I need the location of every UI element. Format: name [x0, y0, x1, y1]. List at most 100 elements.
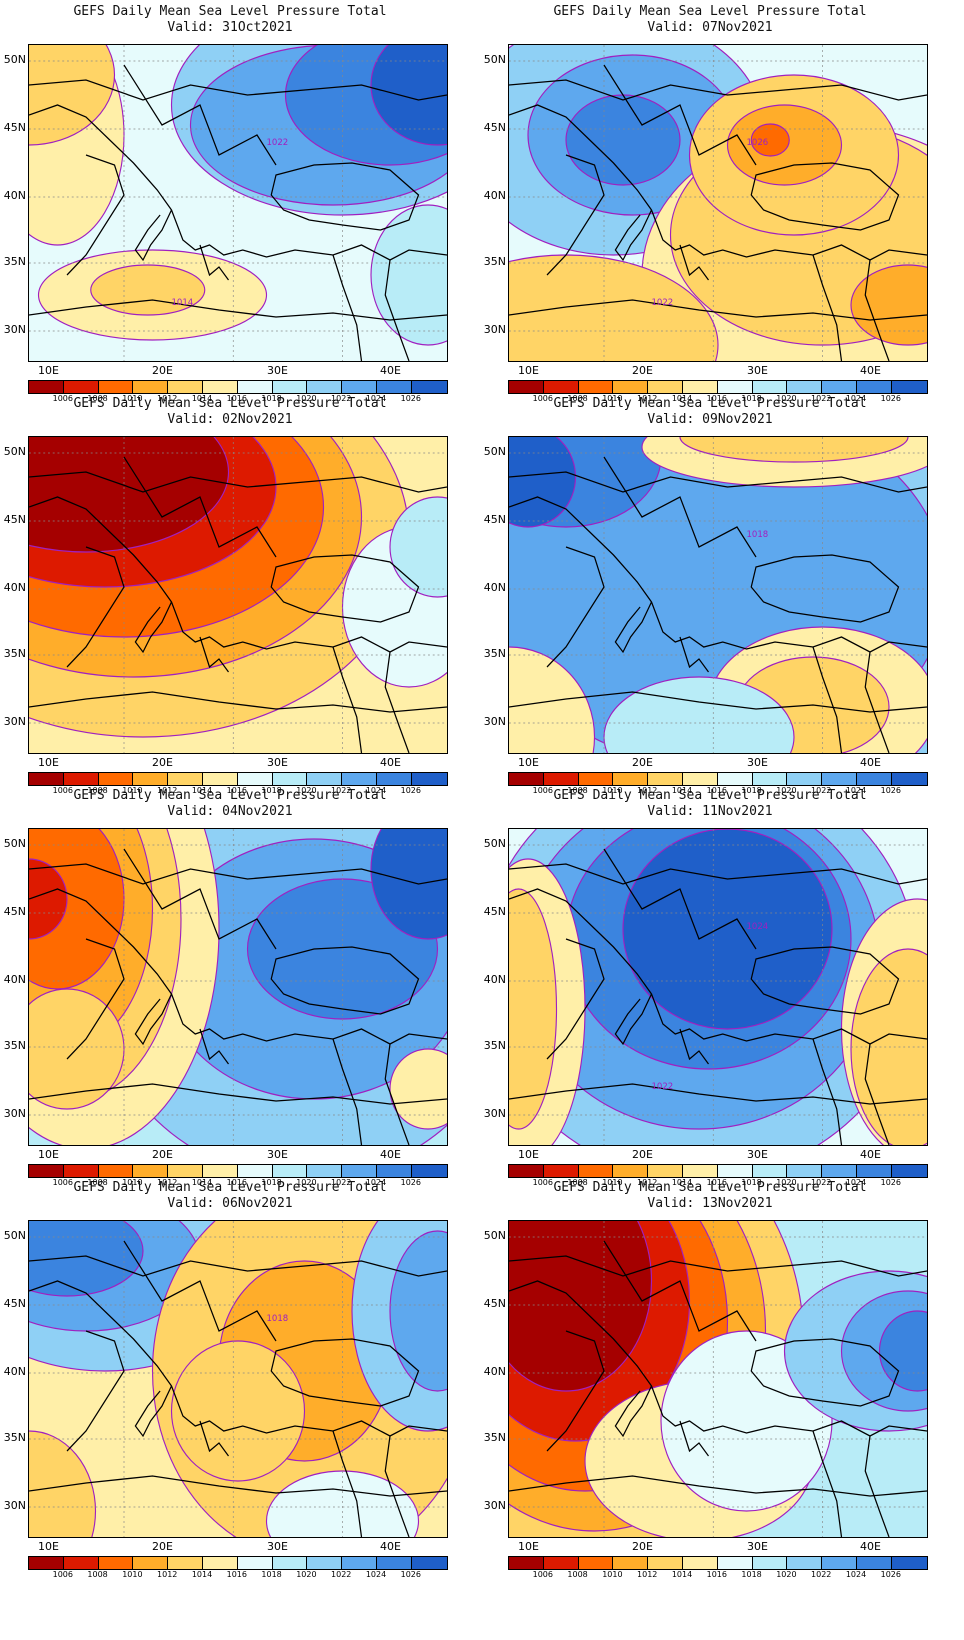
coastline	[123, 1240, 277, 1342]
latitude-label: 30N	[483, 1499, 506, 1512]
coastline	[509, 1280, 927, 1437]
coastline	[66, 154, 125, 276]
pressure-contour	[509, 437, 577, 528]
longitude-label: 30E	[747, 364, 768, 377]
colorbar-swatch	[272, 1165, 308, 1177]
colorbar-level: 1008	[567, 1178, 588, 1187]
latitude-label: 35N	[483, 255, 506, 268]
colorbar-level: 1012	[637, 1570, 658, 1579]
colorbar-swatch	[342, 773, 377, 785]
colorbar-swatch	[578, 773, 614, 785]
longitude-label: 30E	[267, 1540, 288, 1553]
colorbar-level: 1010	[602, 1570, 623, 1579]
colorbar-swatch	[376, 773, 412, 785]
colorbar-swatch	[648, 773, 683, 785]
colorbar-swatch	[682, 773, 718, 785]
panel-valid-date: Valid: 31Oct2021	[167, 20, 293, 35]
coastline	[29, 691, 447, 713]
colorbar-swatch	[752, 381, 788, 393]
colorbar-level: 1024	[845, 394, 867, 403]
coastline	[546, 938, 605, 1060]
colorbar-level: 1020	[296, 394, 317, 403]
coastline	[134, 209, 173, 262]
longitude-label: 10E	[518, 364, 539, 377]
latitude-label: 50N	[483, 837, 506, 850]
longitude-label: 40E	[860, 364, 881, 377]
panel-valid-date: Valid: 06Nov2021	[167, 1196, 293, 1211]
colorbar-swatch	[613, 1557, 649, 1569]
colorbar-level: 1012	[157, 1178, 178, 1187]
colorbar-swatch	[787, 1165, 823, 1177]
longitude-label: 10E	[38, 364, 59, 377]
pressure-contour	[370, 829, 447, 940]
pressure-map	[28, 828, 448, 1146]
pressure-contour	[565, 94, 681, 186]
colorbar-swatch	[717, 381, 753, 393]
pressure-contour	[850, 264, 927, 346]
latitude-label: 45N	[483, 513, 506, 526]
map-panel-13nov: GEFS Daily Mean Sea Level Pressure Total…	[480, 1176, 930, 1579]
colorbar-swatch	[168, 1557, 203, 1569]
colorbar-swatch	[133, 1165, 169, 1177]
latitude-label: 35N	[483, 1431, 506, 1444]
coastline	[134, 1385, 173, 1438]
colorbar-swatch	[648, 381, 683, 393]
colorbar-level: 1016	[706, 394, 727, 403]
colorbar-level: 1012	[637, 1178, 658, 1187]
colorbar-level: 1020	[776, 786, 797, 795]
colorbar-level: 1022	[331, 1570, 352, 1579]
map-panel-06nov: GEFS Daily Mean Sea Level Pressure Total…	[0, 1176, 450, 1579]
colorbar-swatch	[237, 1557, 273, 1569]
colorbar-swatch	[411, 1557, 447, 1569]
colorbar-swatch	[752, 1557, 788, 1569]
colorbar-swatch	[822, 773, 857, 785]
colorbar-level: 1008	[87, 394, 108, 403]
map-panel-04nov: GEFS Daily Mean Sea Level Pressure Total…	[0, 784, 450, 1187]
colorbar-labels: 1006 1008 1010 1012 1014 1016 1018 1020 1022 1024…	[508, 786, 948, 796]
colorbar-swatch	[29, 1557, 64, 1569]
colorbar-level: 1008	[87, 786, 108, 795]
coastline	[603, 1240, 757, 1342]
colorbar-level: 1022	[811, 786, 832, 795]
colorbar-level: 1014	[671, 394, 693, 403]
pressure-map: 1024 1022	[508, 828, 928, 1146]
longitude-label: 20E	[632, 1148, 653, 1161]
colorbar-swatch	[29, 773, 64, 785]
contour-label: 1026	[747, 138, 769, 148]
coastline	[123, 848, 277, 950]
longitude-label: 20E	[632, 756, 653, 769]
longitude-label: 10E	[518, 756, 539, 769]
latitude-label: 40N	[483, 973, 506, 986]
pressure-contour	[389, 496, 447, 598]
colorbar-level: 1024	[845, 786, 867, 795]
colorbar-swatch	[509, 381, 544, 393]
panel-valid-date: Valid: 13Nov2021	[647, 1196, 773, 1211]
latitude-label: 50N	[3, 837, 26, 850]
coastline	[509, 1255, 927, 1277]
coastline	[750, 946, 900, 1015]
colorbar-swatch	[272, 381, 308, 393]
map-panel-11nov: GEFS Daily Mean Sea Level Pressure Total…	[480, 784, 930, 1187]
longitude-label: 30E	[747, 1148, 768, 1161]
latitude-label: 40N	[3, 581, 26, 594]
colorbar-level: 1016	[226, 1178, 247, 1187]
colorbar-swatch	[133, 1557, 169, 1569]
latitude-label: 30N	[3, 323, 26, 336]
colorbar-level: 1006	[532, 394, 553, 403]
colorbar-swatch	[272, 1557, 308, 1569]
contour-label: 1022	[652, 298, 674, 308]
colorbar-labels: 1006 1008 1010 1012 1014 1016 1018 1020 1022 1024…	[28, 786, 468, 796]
coastline	[864, 651, 890, 753]
coastline	[66, 1330, 125, 1452]
coastline	[614, 1385, 653, 1438]
coastline	[199, 244, 229, 281]
colorbar-level: 1006	[52, 394, 73, 403]
colorbar-swatch	[168, 381, 203, 393]
colorbar-swatch	[63, 773, 99, 785]
colorbar-swatch	[613, 773, 649, 785]
colorbar-level: 1024	[365, 1570, 387, 1579]
contour-label: 1018	[267, 1314, 289, 1324]
colorbar-level: 1018	[261, 394, 282, 403]
colorbar-level: 1026	[400, 394, 421, 403]
latitude-label: 40N	[483, 189, 506, 202]
